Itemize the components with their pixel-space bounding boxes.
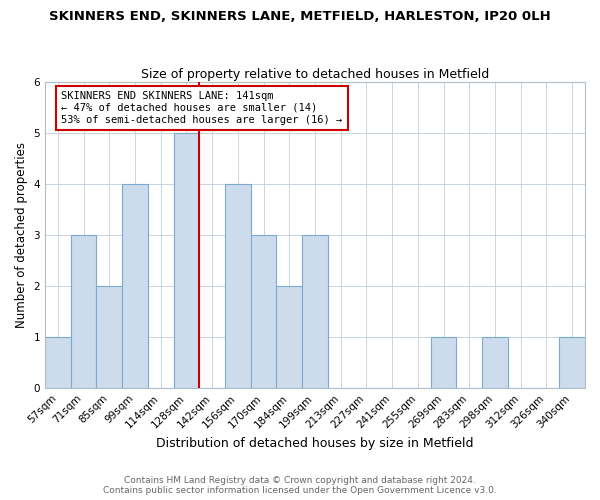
Text: Contains HM Land Registry data © Crown copyright and database right 2024.
Contai: Contains HM Land Registry data © Crown c… [103, 476, 497, 495]
Bar [431, 338, 457, 388]
Bar [173, 133, 199, 388]
Bar [302, 236, 328, 388]
Bar [277, 286, 302, 388]
Bar [482, 338, 508, 388]
Bar [97, 286, 122, 388]
Y-axis label: Number of detached properties: Number of detached properties [15, 142, 28, 328]
Title: Size of property relative to detached houses in Metfield: Size of property relative to detached ho… [141, 68, 489, 81]
Text: SKINNERS END, SKINNERS LANE, METFIELD, HARLESTON, IP20 0LH: SKINNERS END, SKINNERS LANE, METFIELD, H… [49, 10, 551, 23]
Bar [71, 236, 97, 388]
Bar [559, 338, 585, 388]
Bar [225, 184, 251, 388]
Bar [251, 236, 277, 388]
Bar [45, 338, 71, 388]
X-axis label: Distribution of detached houses by size in Metfield: Distribution of detached houses by size … [156, 437, 474, 450]
Bar [122, 184, 148, 388]
Text: SKINNERS END SKINNERS LANE: 141sqm
← 47% of detached houses are smaller (14)
53%: SKINNERS END SKINNERS LANE: 141sqm ← 47%… [61, 92, 343, 124]
